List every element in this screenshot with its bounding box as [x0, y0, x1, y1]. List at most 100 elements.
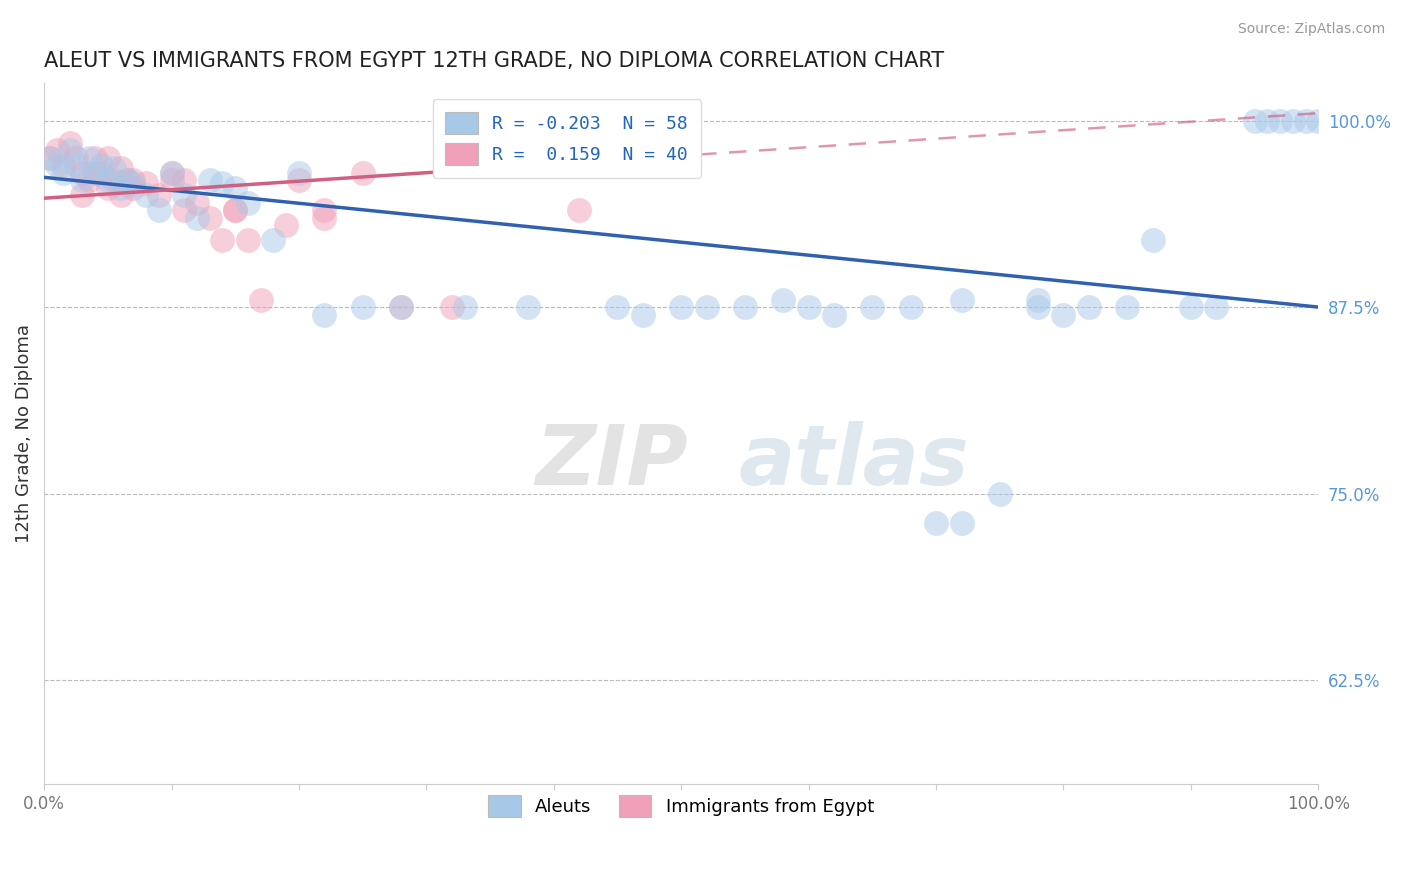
Point — [39, 151, 62, 165]
Point — [122, 180, 145, 194]
Point — [122, 173, 145, 187]
Point — [606, 300, 628, 314]
Point — [72, 173, 94, 187]
Point — [1308, 113, 1330, 128]
Point — [631, 308, 654, 322]
Point — [148, 203, 170, 218]
Point — [288, 166, 311, 180]
Point — [249, 293, 271, 307]
Point — [148, 188, 170, 202]
Point — [860, 300, 883, 314]
Point — [65, 158, 87, 172]
Point — [110, 161, 132, 176]
Point — [288, 173, 311, 187]
Point — [352, 166, 374, 180]
Point — [1256, 113, 1278, 128]
Point — [198, 211, 221, 225]
Point — [97, 151, 120, 165]
Point — [72, 188, 94, 202]
Point — [224, 180, 246, 194]
Point — [950, 293, 973, 307]
Point — [58, 136, 80, 150]
Point — [314, 308, 336, 322]
Point — [440, 300, 463, 314]
Point — [135, 188, 157, 202]
Point — [173, 188, 195, 202]
Point — [925, 516, 948, 531]
Point — [1116, 300, 1139, 314]
Point — [823, 308, 845, 322]
Point — [84, 151, 107, 165]
Point — [1281, 113, 1303, 128]
Point — [797, 300, 820, 314]
Point — [900, 300, 922, 314]
Point — [84, 166, 107, 180]
Point — [224, 203, 246, 218]
Point — [97, 180, 120, 194]
Point — [517, 300, 540, 314]
Point — [103, 161, 125, 176]
Point — [65, 151, 87, 165]
Point — [135, 176, 157, 190]
Point — [1026, 300, 1049, 314]
Point — [1243, 113, 1265, 128]
Point — [122, 176, 145, 190]
Point — [734, 300, 756, 314]
Point — [1295, 113, 1317, 128]
Text: ZIP: ZIP — [534, 421, 688, 502]
Point — [110, 188, 132, 202]
Point — [77, 151, 100, 165]
Text: ALEUT VS IMMIGRANTS FROM EGYPT 12TH GRADE, NO DIPLOMA CORRELATION CHART: ALEUT VS IMMIGRANTS FROM EGYPT 12TH GRAD… — [44, 51, 945, 70]
Point — [173, 203, 195, 218]
Point — [39, 151, 62, 165]
Point — [568, 203, 591, 218]
Text: Source: ZipAtlas.com: Source: ZipAtlas.com — [1237, 22, 1385, 37]
Point — [1205, 300, 1227, 314]
Point — [186, 195, 208, 210]
Point — [58, 144, 80, 158]
Point — [453, 300, 475, 314]
Point — [988, 486, 1011, 500]
Point — [696, 300, 718, 314]
Point — [224, 203, 246, 218]
Point — [160, 166, 183, 180]
Point — [1268, 113, 1291, 128]
Point — [90, 158, 112, 172]
Legend: Aleuts, Immigrants from Egypt: Aleuts, Immigrants from Egypt — [481, 788, 882, 824]
Point — [236, 195, 259, 210]
Point — [262, 233, 284, 247]
Point — [236, 233, 259, 247]
Point — [211, 233, 233, 247]
Point — [314, 211, 336, 225]
Point — [186, 211, 208, 225]
Point — [52, 166, 75, 180]
Point — [77, 173, 100, 187]
Point — [72, 166, 94, 180]
Point — [389, 300, 412, 314]
Point — [276, 218, 298, 232]
Point — [45, 144, 67, 158]
Point — [1077, 300, 1099, 314]
Point — [90, 166, 112, 180]
Point — [97, 173, 120, 187]
Point — [84, 166, 107, 180]
Point — [52, 158, 75, 172]
Point — [1026, 293, 1049, 307]
Point — [211, 176, 233, 190]
Point — [1052, 308, 1074, 322]
Point — [352, 300, 374, 314]
Point — [1180, 300, 1202, 314]
Point — [110, 180, 132, 194]
Point — [389, 300, 412, 314]
Point — [103, 173, 125, 187]
Point — [1142, 233, 1164, 247]
Point — [314, 203, 336, 218]
Point — [173, 173, 195, 187]
Point — [160, 173, 183, 187]
Point — [115, 173, 138, 187]
Point — [669, 300, 692, 314]
Point — [115, 173, 138, 187]
Point — [160, 166, 183, 180]
Text: atlas: atlas — [738, 421, 969, 502]
Y-axis label: 12th Grade, No Diploma: 12th Grade, No Diploma — [15, 325, 32, 543]
